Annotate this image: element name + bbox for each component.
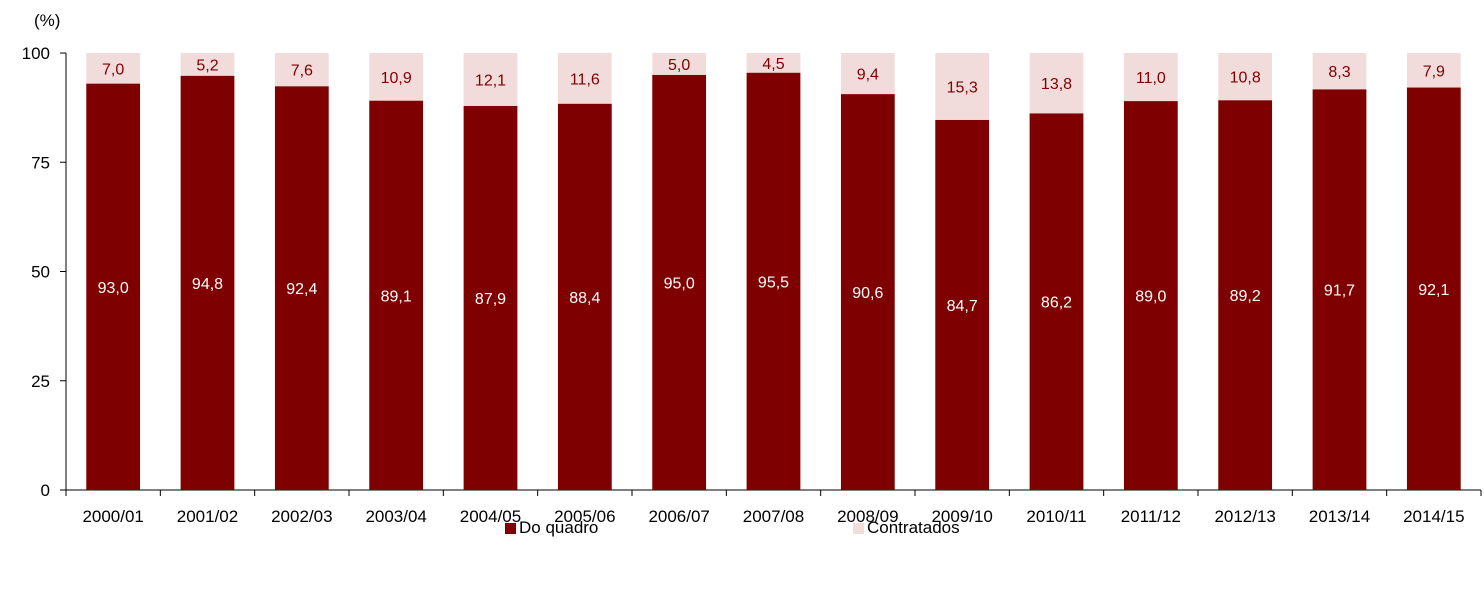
value-label-do-quadro: 84,7 xyxy=(947,298,978,315)
value-label-contratados: 5,0 xyxy=(668,57,690,74)
value-label-do-quadro: 94,8 xyxy=(192,276,223,293)
legend-item-do-quadro: Do quadro xyxy=(505,518,598,538)
bar-contratados xyxy=(652,53,707,75)
bar-contratados xyxy=(369,53,424,101)
value-labels-group: 93,0 7,0 94,8 5,2 92,4 7,6 89,1 10,9 87,9 12,1 88,… xyxy=(98,56,1450,315)
value-label-do-quadro: 89,1 xyxy=(381,288,412,305)
bar-do-quadro xyxy=(1406,87,1461,490)
bar-contratados xyxy=(1406,53,1461,88)
value-label-contratados: 11,0 xyxy=(1136,70,1166,87)
bar-do-quadro xyxy=(1312,89,1367,490)
value-label-do-quadro: 90,6 xyxy=(852,285,883,302)
x-tick-label: 2007/08 xyxy=(743,507,804,526)
x-axis: 2000/01 2001/02 2002/03 2003/04 2004/05 2005/… xyxy=(65,489,1482,526)
y-tick-label: 50 xyxy=(31,263,50,282)
value-label-contratados: 9,4 xyxy=(857,67,879,84)
value-label-do-quadro: 95,5 xyxy=(758,274,789,291)
value-label-contratados: 5,2 xyxy=(196,57,218,74)
bar-contratados xyxy=(1218,53,1273,101)
bars-group xyxy=(86,53,1461,491)
value-label-contratados: 8,3 xyxy=(1328,64,1350,81)
x-tick-label: 2010/11 xyxy=(1026,507,1086,526)
value-label-contratados: 7,0 xyxy=(102,61,124,78)
x-tick-label: 2009/10 xyxy=(931,507,992,526)
bar-contratados xyxy=(463,53,518,106)
y-axis: 0 25 50 75 100 xyxy=(22,44,67,500)
y-tick-label: 25 xyxy=(31,372,50,391)
legend-swatch-do-quadro xyxy=(505,522,516,534)
y-unit-label: (%) xyxy=(34,11,60,30)
value-label-do-quadro: 92,4 xyxy=(286,281,317,298)
bar-do-quadro xyxy=(746,72,801,490)
bar-do-quadro xyxy=(557,103,612,490)
y-tick-label: 100 xyxy=(22,44,50,63)
legend-label-do-quadro: Do quadro xyxy=(519,518,599,537)
value-label-do-quadro: 91,7 xyxy=(1324,283,1355,300)
bar-do-quadro xyxy=(86,83,141,490)
bar-do-quadro xyxy=(1029,113,1084,490)
bar-do-quadro xyxy=(180,75,235,490)
x-tick-label: 2005/06 xyxy=(554,507,615,526)
x-tick-label: 2006/07 xyxy=(648,507,709,526)
x-tick-label: 2014/15 xyxy=(1403,507,1464,526)
y-tick-label: 75 xyxy=(31,153,50,172)
value-label-do-quadro: 93,0 xyxy=(98,280,129,297)
value-label-contratados: 7,9 xyxy=(1423,63,1445,80)
bar-contratados xyxy=(1123,53,1178,102)
legend-item-contratados: Contratados xyxy=(853,518,960,538)
bar-do-quadro xyxy=(463,105,518,490)
bar-do-quadro xyxy=(935,119,990,491)
value-label-do-quadro: 89,0 xyxy=(1135,289,1166,306)
bar-contratados xyxy=(935,53,990,120)
bar-contratados xyxy=(840,53,895,95)
bar-do-quadro xyxy=(274,86,329,490)
bar-contratados xyxy=(746,53,801,73)
bar-contratados xyxy=(274,53,329,87)
bar-do-quadro xyxy=(1123,101,1178,490)
bar-do-quadro xyxy=(840,94,895,490)
value-label-contratados: 10,9 xyxy=(381,70,412,87)
value-label-contratados: 13,8 xyxy=(1041,76,1072,93)
bar-do-quadro xyxy=(369,100,424,491)
x-tick-label: 2012/13 xyxy=(1214,507,1275,526)
bar-contratados xyxy=(557,53,612,104)
value-label-do-quadro: 86,2 xyxy=(1041,295,1072,312)
x-tick-label: 2000/01 xyxy=(82,507,143,526)
value-label-contratados: 12,1 xyxy=(475,72,506,89)
value-label-do-quadro: 89,2 xyxy=(1230,288,1261,305)
value-label-contratados: 10,8 xyxy=(1230,70,1261,87)
value-label-do-quadro: 92,1 xyxy=(1418,282,1449,299)
value-label-do-quadro: 88,4 xyxy=(569,290,600,307)
x-tick-label: 2013/14 xyxy=(1309,507,1370,526)
bar-do-quadro xyxy=(652,74,707,490)
value-label-contratados: 7,6 xyxy=(291,63,313,80)
bar-contratados xyxy=(86,53,141,84)
value-label-contratados: 11,6 xyxy=(570,71,600,88)
x-tick-label: 2001/02 xyxy=(177,507,238,526)
value-label-contratados: 4,5 xyxy=(762,56,784,73)
x-tick-label: 2002/03 xyxy=(271,507,332,526)
bar-contratados xyxy=(180,53,235,76)
x-tick-label: 2008/09 xyxy=(837,507,898,526)
bar-contratados xyxy=(1312,53,1367,90)
bar-contratados xyxy=(1029,53,1084,114)
value-label-do-quadro: 87,9 xyxy=(475,291,506,308)
x-tick-label: 2004/05 xyxy=(460,507,521,526)
y-tick-label: 0 xyxy=(41,481,50,500)
value-label-contratados: 15,3 xyxy=(947,79,978,96)
bar-do-quadro xyxy=(1218,100,1273,491)
x-tick-label: 2003/04 xyxy=(365,507,426,526)
legend-label-contratados: Contratados xyxy=(867,518,960,537)
x-tick-label: 2011/12 xyxy=(1121,507,1181,526)
legend-swatch-contratados xyxy=(853,522,864,534)
value-label-do-quadro: 95,0 xyxy=(664,275,695,292)
